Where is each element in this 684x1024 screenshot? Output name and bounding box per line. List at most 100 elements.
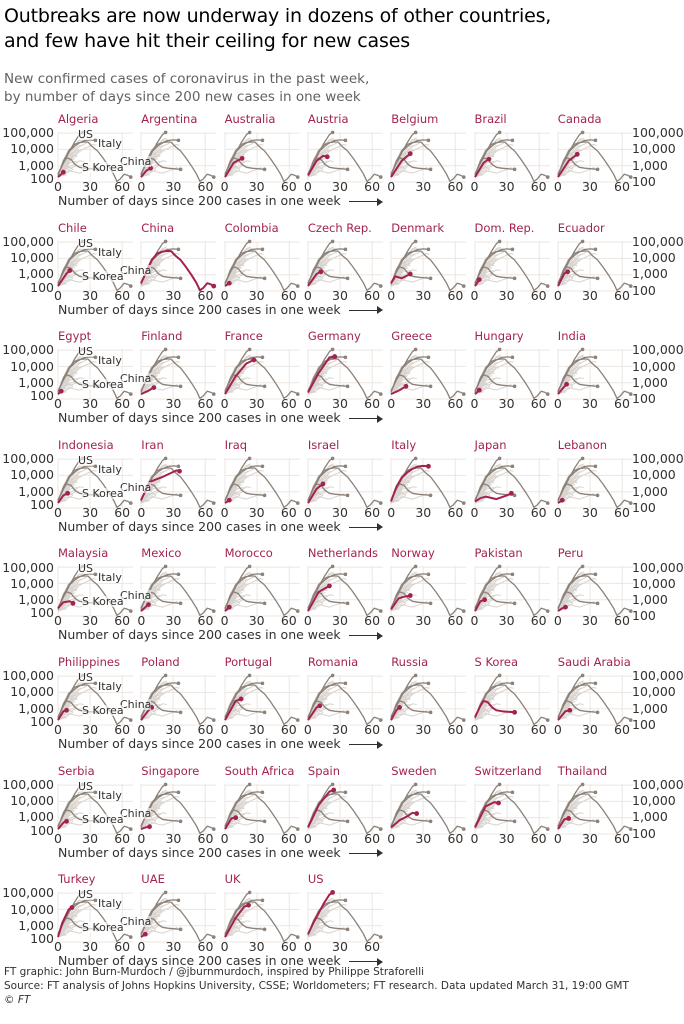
background-country-line: [57, 703, 84, 719]
panel-plot: [223, 673, 300, 726]
reference-line: [473, 467, 548, 508]
x-tick-label: 0: [303, 613, 312, 629]
y-tick-label-right: 100: [632, 717, 656, 732]
reference-end-dot: [378, 175, 383, 179]
background-country-line: [57, 796, 82, 829]
reference-line: [224, 467, 298, 508]
highlight-end-dot: [324, 154, 330, 160]
reference-label: S Korea: [82, 812, 124, 826]
x-tick-label: 0: [137, 396, 146, 412]
reference-line: [557, 700, 598, 718]
x-tick-label: 60: [280, 396, 297, 412]
y-tick-label-left: 100: [30, 496, 54, 512]
panel-title: Hungary: [474, 329, 524, 344]
reference-end-dot: [413, 565, 418, 569]
reference-end-dot: [628, 718, 633, 722]
x-tick-label: 60: [280, 287, 297, 303]
y-tick-label-left: 1,000: [18, 483, 54, 499]
reference-end-dot: [510, 681, 514, 686]
reference-end-dot: [176, 138, 181, 143]
highlight-end-dot: [331, 787, 336, 793]
panel-plot: [223, 456, 300, 509]
y-tick-label-left: 100,000: [2, 233, 54, 249]
reference-end-dot: [128, 283, 133, 288]
reference-end-dot: [462, 283, 466, 288]
reference-line: [307, 249, 382, 291]
x-tick-label: 30: [498, 396, 515, 412]
reference-end-dot: [628, 609, 633, 614]
x-tick-label: 0: [220, 504, 229, 520]
reference-label: Italy: [98, 462, 122, 476]
reference-end-dot: [345, 276, 350, 280]
y-tick-label-right: 1,000: [632, 483, 668, 499]
reference-end-dot: [330, 673, 335, 678]
reference-end-dot: [247, 347, 252, 352]
panel-plot: [557, 456, 633, 509]
panel-title: South Africa: [224, 763, 295, 778]
reference-end-dot: [510, 247, 514, 251]
background-country-line: [390, 361, 415, 395]
panel-plot: [307, 673, 383, 726]
highlight-end-dot: [562, 605, 568, 610]
reference-end-dot: [426, 138, 431, 143]
panel-title: Iran: [141, 437, 164, 452]
panel-title: Denmark: [391, 220, 445, 235]
x-tick-label: 30: [415, 396, 432, 412]
highlight-line: [307, 585, 330, 612]
reference-end-dot: [426, 790, 431, 794]
background-country-line: [140, 796, 165, 829]
reference-end-dot: [343, 572, 348, 577]
panel-title: Sweden: [391, 763, 437, 778]
x-tick-label: 60: [280, 939, 297, 955]
panel-plot: [223, 782, 300, 835]
x-tick-label: 0: [470, 179, 479, 194]
panel-title: Romania: [307, 655, 359, 669]
panel-plot: [140, 565, 217, 617]
panel-plot: [557, 673, 633, 726]
background-country-line: [390, 268, 417, 285]
highlight-line: [306, 891, 334, 935]
reference-end-dot: [378, 283, 383, 288]
reference-end-dot: [247, 673, 252, 678]
x-axis-title: Number of days since 200 cases in one we…: [58, 411, 383, 424]
highlight-end-dot: [245, 903, 251, 908]
reference-end-dot: [378, 501, 383, 505]
reference-end-dot: [176, 355, 181, 360]
background-country-line: [307, 904, 332, 938]
highlight-line: [390, 594, 411, 611]
x-tick-label: 60: [530, 613, 547, 629]
y-tick-label-right: 100: [632, 174, 656, 189]
reference-line: [390, 684, 465, 725]
x-tick-label: 60: [197, 287, 214, 303]
background-country-line: [474, 594, 501, 611]
reference-end-dot: [593, 355, 598, 360]
reference-label: US: [78, 128, 94, 141]
reference-end-dot: [164, 565, 168, 569]
background-country-line: [390, 486, 417, 502]
x-tick-label: 0: [470, 722, 479, 737]
reference-end-dot: [593, 790, 598, 794]
highlight-end-dot: [64, 707, 69, 713]
x-tick-label: 30: [332, 287, 348, 303]
panel-title: S Korea: [474, 655, 519, 669]
background-country-line: [224, 486, 251, 502]
reference-end-dot: [295, 392, 300, 397]
highlight-end-dot: [177, 468, 183, 474]
reference-line: [557, 265, 598, 284]
highlight-end-dot: [151, 385, 157, 391]
y-tick-label-left: 1,000: [18, 700, 54, 716]
x-axis-title-text: Number of days since 200 cases in one we…: [58, 953, 341, 969]
reference-label: US: [78, 671, 94, 684]
x-tick-label: 30: [248, 939, 265, 955]
reference-end-dot: [260, 355, 264, 360]
subtitle-line-2: by number of days since 200 new cases in…: [4, 89, 361, 105]
panel-plot: [307, 130, 383, 183]
panel-title: Indonesia: [58, 437, 114, 452]
reference-end-dot: [497, 782, 501, 786]
x-tick-label: 60: [447, 722, 464, 737]
reference-end-dot: [545, 501, 550, 505]
reference-end-dot: [295, 826, 300, 831]
reference-label: S Korea: [82, 486, 124, 500]
x-axis-title-text: Number of days since 200 cases in one we…: [58, 627, 341, 643]
panel-plot: [473, 673, 550, 726]
